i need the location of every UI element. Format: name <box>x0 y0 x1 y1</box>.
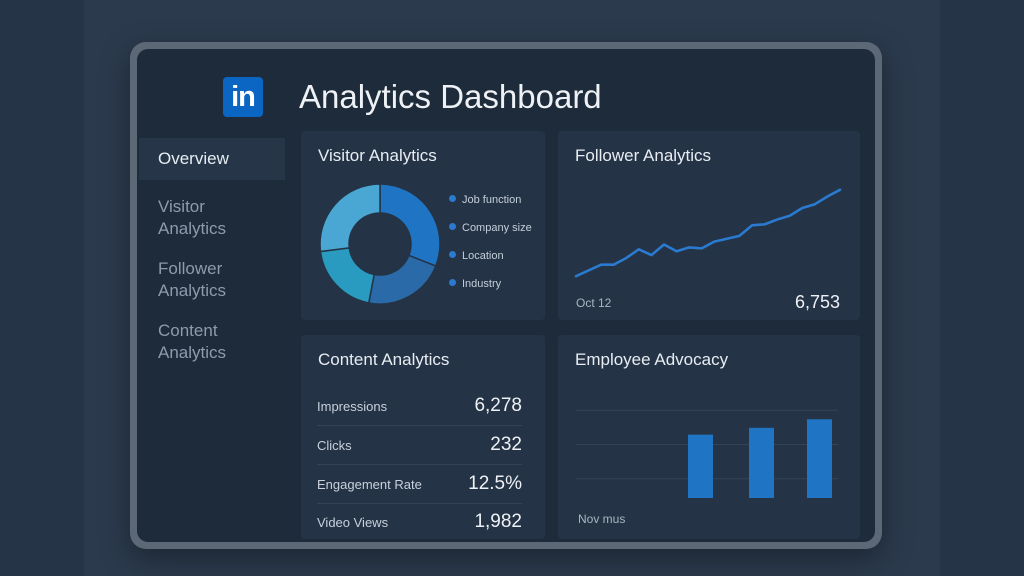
metric-value: 6,278 <box>474 395 522 416</box>
sidebar-item-visitor-analytics[interactable]: Visitor Analytics <box>158 197 227 238</box>
metric-value: 1,982 <box>474 511 522 532</box>
metric-row: Impressions 6,278 <box>317 387 522 426</box>
linkedin-logo[interactable]: in <box>223 77 263 117</box>
metric-value: 12.5% <box>468 473 522 494</box>
visitor-donut-chart <box>319 183 441 305</box>
advocacy-bar[interactable] <box>749 427 774 498</box>
metric-label: Video Views <box>317 515 389 530</box>
card-title: Follower Analytics <box>575 146 712 165</box>
visitor-analytics-card[interactable]: Visitor Analytics Job function Company s… <box>301 131 545 320</box>
legend-dot <box>449 195 456 202</box>
sidebar-item-content-analytics[interactable]: Content Analytics <box>158 321 227 362</box>
legend-label: Location <box>462 250 504 262</box>
donut-slice[interactable] <box>319 183 381 253</box>
metric-row: Clicks 232 <box>317 426 522 465</box>
follower-line-chart <box>574 188 842 278</box>
advocacy-bar[interactable] <box>688 434 713 498</box>
advocacy-bar[interactable] <box>807 419 832 498</box>
advocacy-footer-label: Nov mus <box>578 512 626 526</box>
dashboard-window: in Analytics Dashboard Overview Visitor … <box>130 42 882 549</box>
legend-label: Job function <box>462 194 522 206</box>
metric-row: Engagement Rate 12.5% <box>317 465 522 504</box>
legend-item: Location <box>449 248 532 276</box>
card-title: Content Analytics <box>318 350 450 369</box>
metric-label: Impressions <box>317 399 388 414</box>
follower-analytics-card[interactable]: Follower Analytics Oct 12 6,753 <box>558 131 860 320</box>
follower-series-line <box>574 188 842 278</box>
follower-total: 6,753 <box>794 292 840 312</box>
metric-row: Video Views 1,982 <box>317 503 522 541</box>
metric-value: 232 <box>490 434 522 455</box>
date-label: Oct 12 <box>576 296 612 310</box>
dashboard-body: in Analytics Dashboard Overview Visitor … <box>137 49 875 542</box>
page-title: Analytics Dashboard <box>299 78 602 115</box>
donut-slice[interactable] <box>319 247 376 304</box>
legend-dot <box>449 251 456 258</box>
legend-item: Company size <box>449 220 532 248</box>
legend-dot <box>449 279 456 286</box>
legend-item: Job function <box>449 192 532 220</box>
card-title: Visitor Analytics <box>318 146 437 165</box>
donut-slice[interactable] <box>379 183 441 268</box>
sidebar-item-follower-analytics[interactable]: Follower Analytics <box>158 259 227 300</box>
legend-item: Industry <box>449 276 532 304</box>
content-analytics-card[interactable]: Content Analytics Impressions 6,278 Clic… <box>301 335 545 539</box>
legend-dot <box>449 223 456 230</box>
sidebar: Overview Visitor Analytics Follower Anal… <box>139 138 285 364</box>
card-title: Employee Advocacy <box>575 350 729 369</box>
metric-label: Clicks <box>317 438 352 453</box>
employee-advocacy-card[interactable]: Employee Advocacy Nov mus <box>558 335 860 539</box>
metrics-table: Impressions 6,278 Clicks 232 Engagement … <box>301 335 545 539</box>
donut-slice[interactable] <box>367 254 437 305</box>
metric-label: Engagement Rate <box>317 477 422 492</box>
donut-legend: Job function Company size Location Indus… <box>449 192 532 304</box>
sidebar-item-overview[interactable]: Overview <box>139 138 285 180</box>
legend-label: Company size <box>462 222 532 234</box>
advocacy-bar-chart <box>576 409 838 498</box>
legend-label: Industry <box>462 278 502 290</box>
